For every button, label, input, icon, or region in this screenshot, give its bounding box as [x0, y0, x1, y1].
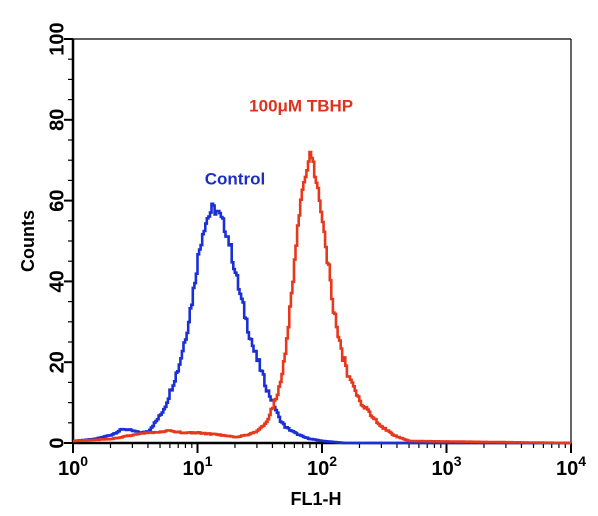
x-tick-label: 104: [556, 453, 586, 480]
series-line-1: [73, 150, 571, 445]
x-axis-title: FL1-H: [291, 489, 342, 509]
x-tick-label: 103: [431, 453, 461, 480]
y-tick-label: 100: [46, 22, 68, 55]
x-minor-ticks: [109, 443, 566, 448]
series-labels: Control 100μM TBHP: [205, 97, 353, 189]
series-label-1: 100μM TBHP: [249, 97, 353, 116]
x-tick-label: 100: [58, 453, 88, 480]
series-label-0: Control: [205, 169, 265, 188]
y-tick-label: 20: [46, 351, 68, 373]
x-tick-label: 102: [307, 453, 337, 480]
y-axis-title: Counts: [18, 210, 38, 272]
series-line-0: [73, 202, 571, 445]
y-tick-label: 80: [46, 109, 68, 131]
y-tick-label: 0: [46, 437, 68, 448]
y-ticks: 0 20 40 60 80 100: [46, 22, 73, 449]
y-tick-label: 60: [46, 189, 68, 211]
x-ticks: 100 101 102 103 104: [58, 443, 586, 480]
x-tick-label: 101: [182, 453, 212, 480]
y-minor-ticks: [68, 58, 73, 424]
y-tick-label: 40: [46, 270, 68, 292]
series-layer: [73, 150, 571, 445]
